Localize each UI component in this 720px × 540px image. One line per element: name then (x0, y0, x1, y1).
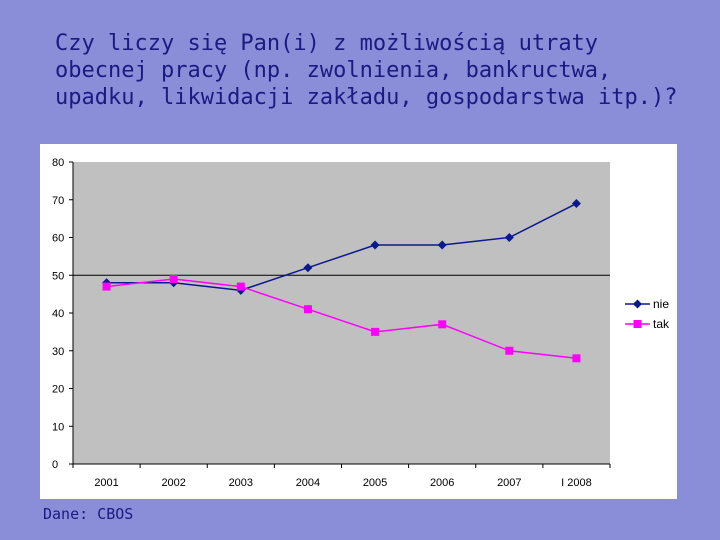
y-tick-label: 70 (52, 195, 64, 207)
x-tick-label: 2003 (229, 477, 253, 489)
data-point-tak (236, 282, 245, 291)
legend-label-nie: nie (653, 297, 669, 311)
line-chart: 0 10 20 30 40 50 60 70 80 2001 2002 2003 2004 2005 200… (52, 157, 670, 489)
y-tick-label: 30 (52, 346, 64, 358)
data-point-tak (371, 327, 380, 336)
x-tick-label: I 2008 (561, 477, 592, 489)
y-tick-label: 40 (52, 308, 64, 320)
data-point-tak (169, 275, 178, 284)
y-tick-label: 60 (52, 233, 64, 245)
y-tick-label: 20 (52, 384, 64, 396)
data-point-tak (505, 346, 514, 355)
x-tick-label: 2006 (430, 477, 454, 489)
y-tick-label: 0 (52, 459, 58, 471)
series-line-nie (106, 202, 577, 292)
source-note: Dane: CBOS (43, 505, 134, 523)
legend-marker-nie (633, 299, 642, 309)
data-point-tak (102, 282, 111, 291)
legend-marker-tak (633, 320, 642, 328)
data-point-tak (438, 320, 447, 329)
y-tick-label: 10 (52, 421, 64, 433)
data-point-nie (504, 233, 514, 242)
data-point-tak (572, 354, 581, 363)
x-tick-label: 2007 (497, 477, 521, 489)
y-tick-label: 80 (52, 157, 64, 169)
x-tick-label: 2005 (363, 477, 387, 489)
data-point-nie (437, 240, 447, 250)
data-point-nie (370, 240, 380, 250)
slide-title: Czy liczy się Pan(i) z możliwością utrat… (55, 31, 678, 110)
data-point-nie (571, 199, 581, 209)
x-tick-label: 2004 (296, 477, 320, 489)
plot-area (73, 162, 610, 464)
series-line-tak (106, 278, 577, 360)
data-point-nie (303, 263, 313, 273)
x-tick-label: 2001 (94, 477, 118, 489)
y-tick-label: 50 (52, 270, 64, 282)
chart-panel: 0 10 20 30 40 50 60 70 80 2001 2002 2003 2004 2005 200… (40, 144, 677, 499)
legend-label-tak: tak (653, 317, 670, 331)
data-point-tak (303, 305, 312, 314)
x-tick-label: 2002 (161, 477, 185, 489)
